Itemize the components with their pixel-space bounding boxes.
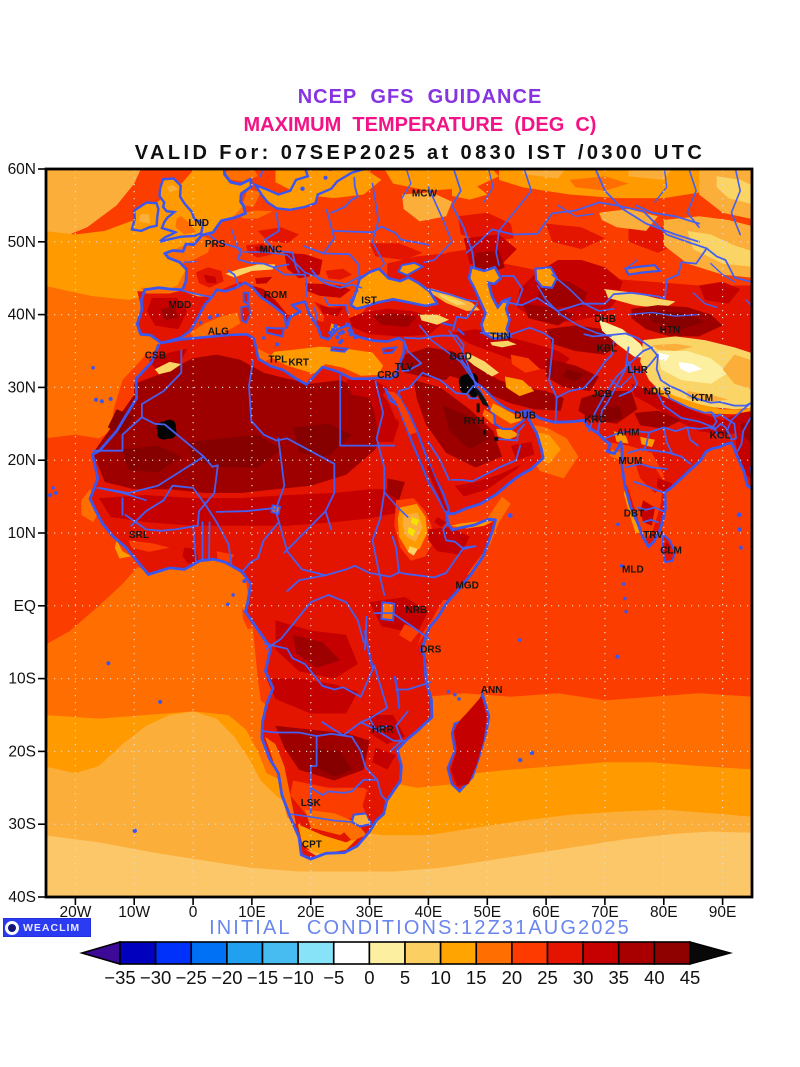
svg-text:LHR: LHR	[627, 365, 648, 376]
svg-text:MUM: MUM	[618, 456, 642, 467]
svg-text:NRB: NRB	[406, 605, 428, 616]
svg-text:50N: 50N	[8, 234, 36, 251]
svg-text:HTN: HTN	[660, 325, 681, 336]
svg-text:AHM: AHM	[617, 427, 640, 438]
svg-text:30: 30	[573, 967, 594, 988]
svg-text:ALG: ALG	[208, 326, 229, 337]
svg-text:KOL: KOL	[710, 430, 731, 441]
svg-text:0: 0	[364, 967, 374, 988]
svg-text:MGD: MGD	[456, 580, 479, 591]
svg-text:−5: −5	[323, 967, 344, 988]
svg-text:CRO: CRO	[377, 370, 399, 381]
svg-text:10: 10	[430, 967, 451, 988]
svg-text:KTM: KTM	[691, 393, 713, 404]
svg-text:TRV: TRV	[643, 530, 663, 541]
svg-text:−10: −10	[282, 967, 313, 988]
svg-text:60E: 60E	[532, 904, 560, 921]
svg-text:CPT: CPT	[302, 840, 322, 851]
svg-text:HRR: HRR	[372, 725, 394, 736]
svg-text:SRL: SRL	[129, 530, 149, 541]
svg-text:−30: −30	[140, 967, 171, 988]
svg-text:45: 45	[680, 967, 701, 988]
svg-text:MDD: MDD	[168, 300, 191, 311]
svg-text:25: 25	[537, 967, 558, 988]
svg-text:PRS: PRS	[205, 239, 226, 250]
svg-text:MCW: MCW	[412, 189, 438, 200]
svg-text:40: 40	[644, 967, 665, 988]
svg-text:ROM: ROM	[264, 290, 287, 301]
svg-text:JCB: JCB	[592, 389, 612, 400]
svg-text:0: 0	[189, 904, 198, 921]
svg-text:IST: IST	[361, 296, 377, 307]
svg-text:MNC: MNC	[260, 245, 283, 256]
svg-text:5: 5	[400, 967, 410, 988]
svg-text:10W: 10W	[118, 904, 150, 921]
svg-text:15: 15	[466, 967, 487, 988]
svg-text:RYH: RYH	[464, 416, 485, 427]
svg-text:20W: 20W	[59, 904, 91, 921]
svg-text:DBT: DBT	[624, 508, 645, 519]
svg-text:LSK: LSK	[301, 798, 322, 809]
svg-text:80E: 80E	[650, 904, 678, 921]
svg-text:35: 35	[609, 967, 630, 988]
svg-text:BGD: BGD	[450, 352, 472, 363]
svg-text:20N: 20N	[8, 452, 36, 469]
svg-text:10N: 10N	[8, 525, 36, 542]
svg-text:CSB: CSB	[145, 350, 166, 361]
svg-text:DUB: DUB	[514, 411, 536, 422]
svg-text:TPL: TPL	[268, 355, 287, 366]
svg-text:60N: 60N	[8, 161, 36, 178]
svg-text:KBL: KBL	[597, 344, 618, 355]
svg-text:−15: −15	[247, 967, 278, 988]
svg-text:THN: THN	[490, 331, 511, 342]
svg-text:70E: 70E	[591, 904, 619, 921]
svg-text:KRC: KRC	[584, 414, 606, 425]
svg-text:50E: 50E	[474, 904, 502, 921]
svg-text:30S: 30S	[8, 816, 36, 833]
svg-text:DHB: DHB	[594, 314, 616, 325]
svg-text:40N: 40N	[8, 307, 36, 324]
svg-text:ANN: ANN	[481, 685, 503, 696]
svg-text:40E: 40E	[415, 904, 443, 921]
svg-text:−20: −20	[211, 967, 242, 988]
svg-text:DRS: DRS	[420, 644, 441, 655]
svg-text:KRT: KRT	[288, 358, 309, 369]
svg-text:30E: 30E	[356, 904, 384, 921]
svg-text:20: 20	[502, 967, 523, 988]
svg-text:NDLS: NDLS	[644, 387, 672, 398]
svg-text:40S: 40S	[8, 889, 36, 906]
svg-text:30N: 30N	[8, 379, 36, 396]
svg-text:20E: 20E	[297, 904, 325, 921]
svg-text:20S: 20S	[8, 743, 36, 760]
svg-text:90E: 90E	[709, 904, 737, 921]
svg-text:CLM: CLM	[660, 545, 682, 556]
svg-text:10E: 10E	[238, 904, 266, 921]
svg-text:−35: −35	[104, 967, 135, 988]
svg-text:MLD: MLD	[622, 564, 644, 575]
svg-text:EQ: EQ	[14, 598, 36, 615]
svg-text:−25: −25	[176, 967, 207, 988]
svg-text:LND: LND	[188, 218, 209, 229]
svg-text:TLV: TLV	[395, 362, 413, 373]
svg-text:10S: 10S	[8, 671, 36, 688]
